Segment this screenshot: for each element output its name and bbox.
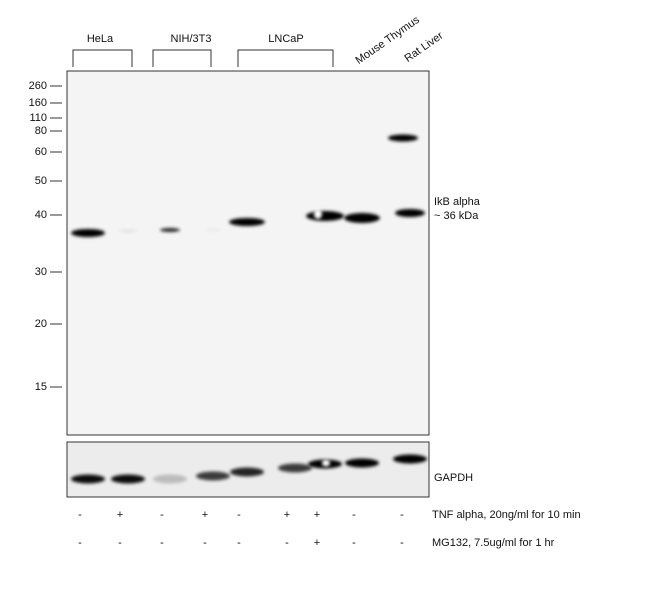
treatment-sign: -	[160, 509, 164, 521]
loading-label: GAPDH	[434, 472, 473, 484]
treatment-sign: +	[314, 509, 320, 521]
lane-group-label: HeLa	[87, 33, 114, 45]
treatment-sign: -	[203, 537, 207, 549]
band	[111, 474, 145, 484]
band	[153, 474, 187, 484]
treatment-sign: -	[118, 537, 122, 549]
band-hole	[314, 209, 322, 219]
lane-group-label: LNCaP	[268, 33, 303, 45]
band	[71, 474, 105, 484]
band	[306, 211, 344, 221]
marker-label: 110	[29, 112, 47, 124]
treatment-sign: -	[78, 537, 82, 549]
bracket	[237, 49, 334, 67]
band	[393, 454, 427, 464]
treatment-sign: +	[314, 537, 320, 549]
marker-label: 80	[35, 125, 47, 137]
treatment-sign: -	[352, 509, 356, 521]
treatment-sign: -	[400, 509, 404, 521]
band	[388, 134, 418, 142]
treatment-sign: +	[117, 509, 123, 521]
band	[71, 229, 105, 237]
treatment-sign: -	[237, 537, 241, 549]
band	[160, 228, 180, 232]
bracket	[72, 49, 133, 67]
treatment-sign: -	[160, 537, 164, 549]
band	[119, 229, 137, 233]
band	[345, 458, 379, 468]
band-hole	[322, 459, 330, 467]
band	[229, 218, 265, 226]
treatment-sign: -	[285, 537, 289, 549]
marker-label: 260	[29, 80, 47, 92]
main-blot	[66, 70, 430, 436]
marker-label: 60	[35, 146, 47, 158]
treatment-label: TNF alpha, 20ng/ml for 10 min	[432, 509, 581, 521]
marker-label: 15	[35, 381, 47, 393]
treatment-label: MG132, 7.5ug/ml for 1 hr	[432, 537, 555, 549]
treatment-sign: -	[237, 509, 241, 521]
marker-label: 30	[35, 266, 47, 278]
marker-label: 50	[35, 175, 47, 187]
lane-label: Rat Liver	[403, 30, 446, 65]
treatment-sign: +	[284, 509, 290, 521]
target-size: ~ 36 kDa	[434, 210, 479, 222]
treatment-sign: -	[78, 509, 82, 521]
treatment-sign: +	[202, 509, 208, 521]
lane-brackets	[72, 49, 334, 67]
band	[395, 209, 425, 217]
band	[230, 467, 264, 477]
marker-label: 40	[35, 209, 47, 221]
marker-label: 160	[29, 97, 47, 109]
lane-group-label: NIH/3T3	[171, 33, 212, 45]
band	[205, 229, 221, 231]
band	[196, 471, 230, 481]
treatment-sign: -	[352, 537, 356, 549]
band	[344, 213, 380, 223]
bracket	[152, 49, 212, 67]
target-label: IkB alpha	[434, 196, 481, 208]
treatment-sign: -	[400, 537, 404, 549]
marker-label: 20	[35, 318, 47, 330]
band	[278, 463, 312, 473]
